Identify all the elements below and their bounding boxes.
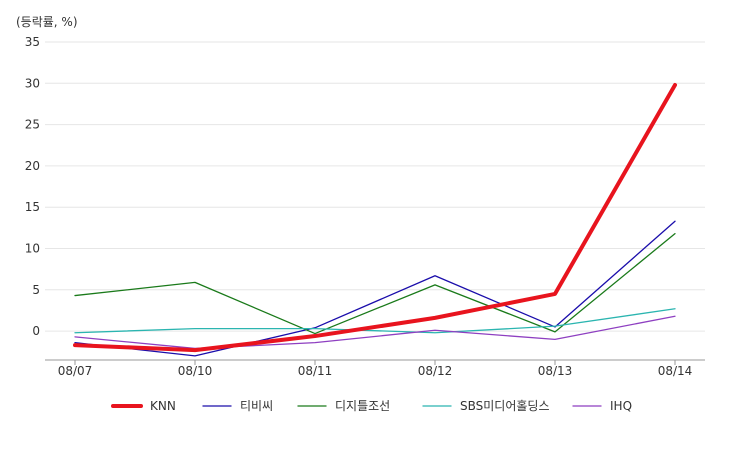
x-axis: 08/07 08/10 08/11 08/12 08/13 08/14 [45, 359, 705, 378]
y-tick-label: 5 [32, 283, 40, 297]
y-axis-ticks: 0 5 10 15 20 25 30 35 [25, 35, 40, 338]
x-tick-label: 08/11 [298, 364, 333, 378]
legend: KNN 티비씨 디지틀조선 SBS미디어홀딩스 IHQ [111, 399, 632, 413]
series-line-1 [74, 220, 676, 357]
y-tick-label: 10 [25, 241, 40, 255]
x-tick-label: 08/10 [178, 364, 213, 378]
y-tick-label: 30 [25, 76, 40, 90]
series-line-4 [74, 315, 676, 350]
y-tick-label: 0 [32, 324, 40, 338]
x-tick-label: 08/13 [538, 364, 573, 378]
x-tick-label: 08/07 [58, 364, 93, 378]
y-tick-label: 15 [25, 200, 40, 214]
legend-label-4: IHQ [610, 399, 632, 413]
y-tick-label: 20 [25, 159, 40, 173]
series-line-2 [74, 232, 676, 335]
x-tick-label: 08/12 [418, 364, 453, 378]
x-tick-label: 08/14 [658, 364, 693, 378]
legend-label-3: SBS미디어홀딩스 [460, 399, 550, 413]
legend-label-1: 티비씨 [240, 399, 273, 413]
legend-label-0: KNN [150, 399, 176, 413]
series-lines [73, 82, 677, 357]
series-line-0 [73, 82, 677, 353]
gridlines [45, 41, 705, 332]
y-tick-label: 25 [25, 118, 40, 132]
series-line-3 [74, 308, 676, 334]
y-tick-label: 35 [25, 35, 40, 49]
legend-label-2: 디지틀조선 [335, 399, 390, 413]
unit-label: (등락률, %) [16, 15, 78, 29]
